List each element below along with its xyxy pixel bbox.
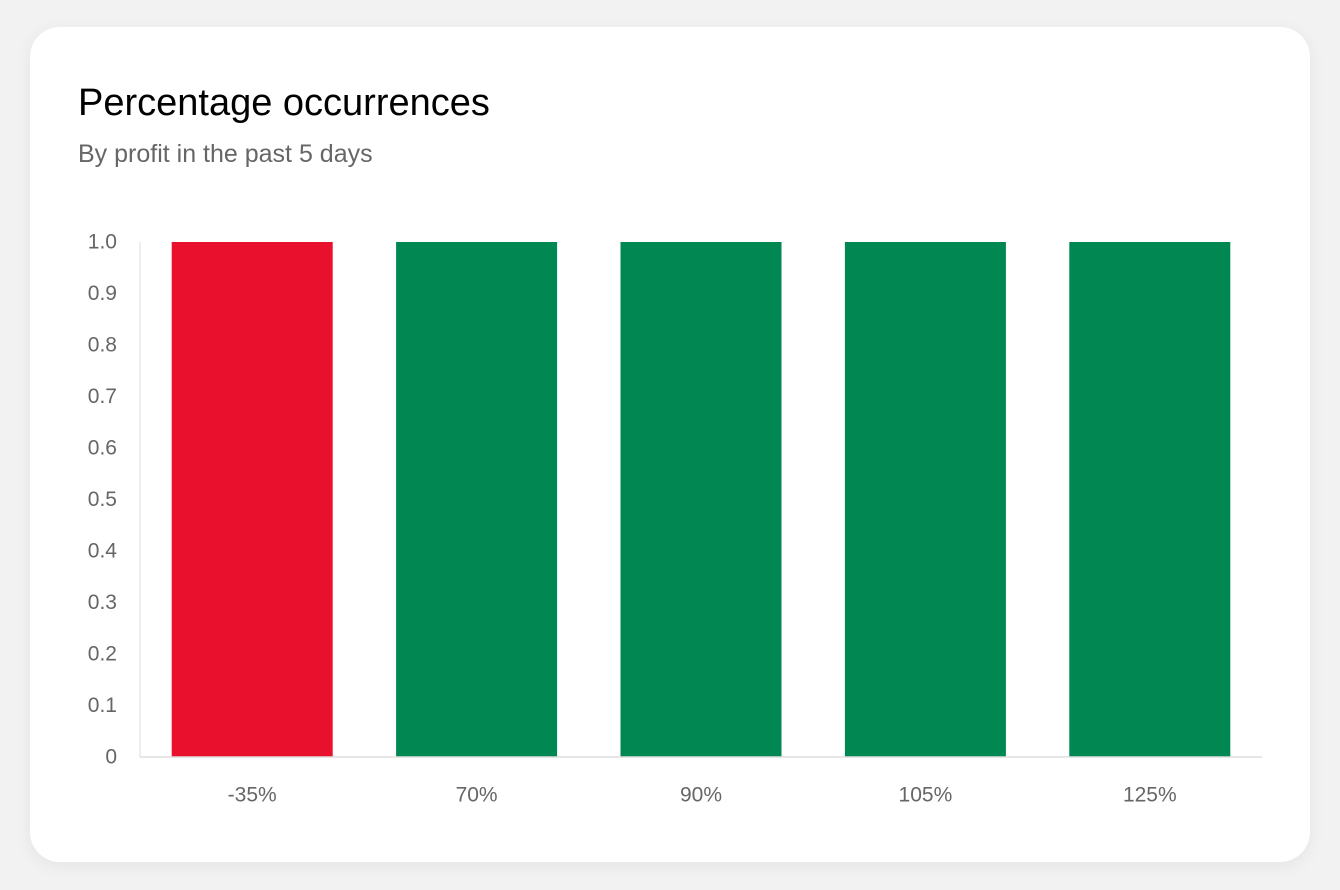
x-tick-label: 90% xyxy=(680,784,722,807)
x-tick-label: 105% xyxy=(899,784,953,807)
x-tick-label: 125% xyxy=(1123,784,1177,807)
x-axis-labels: -35% 70% 90% 105% 125% xyxy=(228,784,1177,807)
chart-card: Percentage occurrences By profit in the … xyxy=(30,27,1310,862)
bar[interactable] xyxy=(620,242,782,757)
y-tick-label: 0 xyxy=(105,746,117,769)
chart-title: Percentage occurrences xyxy=(78,82,490,124)
y-tick-label: 0.2 xyxy=(88,643,117,666)
bar[interactable] xyxy=(171,242,333,757)
bar-chart: 0 0.1 0.2 0.3 0.4 0.5 0.6 0.7 0.8 0.9 1.0 -35% 70% 9… xyxy=(88,231,1262,807)
bar[interactable] xyxy=(844,242,1006,757)
y-tick-label: 0.3 xyxy=(88,591,117,614)
y-tick-label: 0.5 xyxy=(88,488,117,511)
y-tick-label: 0.1 xyxy=(88,694,117,717)
y-tick-label: 0.4 xyxy=(88,540,118,563)
y-tick-label: 0.6 xyxy=(88,437,117,460)
y-tick-label: 0.8 xyxy=(88,334,117,357)
y-tick-label: 0.7 xyxy=(88,385,117,408)
axes xyxy=(139,242,1262,758)
y-tick-label: 1.0 xyxy=(88,231,117,254)
bar[interactable] xyxy=(1069,242,1231,757)
x-tick-label: 70% xyxy=(456,784,498,807)
bar[interactable] xyxy=(396,242,558,757)
y-tick-label: 0.9 xyxy=(88,282,117,305)
bars xyxy=(171,242,1231,757)
chart-subtitle: By profit in the past 5 days xyxy=(78,140,373,168)
x-tick-label: -35% xyxy=(228,784,277,807)
y-axis-labels: 0 0.1 0.2 0.3 0.4 0.5 0.6 0.7 0.8 0.9 1.0 xyxy=(88,231,118,769)
